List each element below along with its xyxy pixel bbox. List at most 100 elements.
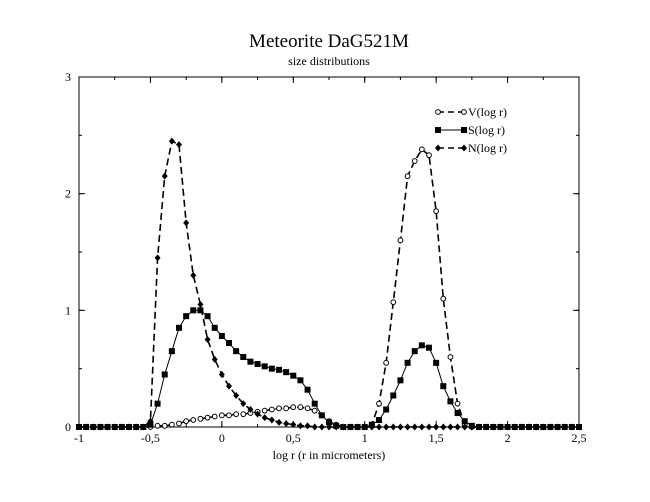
data-point — [540, 423, 547, 431]
data-point — [376, 417, 382, 423]
data-point — [447, 423, 454, 431]
data-point — [440, 423, 447, 431]
data-point — [240, 411, 247, 418]
data-point — [511, 423, 518, 431]
data-point — [104, 423, 111, 431]
data-point — [204, 313, 211, 320]
data-point — [318, 412, 325, 419]
x-axis-label: log r (r in micrometers) — [273, 448, 386, 462]
data-point — [497, 423, 504, 431]
data-point — [154, 254, 161, 262]
data-point — [426, 423, 432, 431]
x-tick-label: 0,5 — [286, 431, 301, 445]
data-point — [411, 348, 418, 355]
data-point — [261, 414, 268, 422]
data-point — [390, 392, 397, 399]
data-point — [411, 158, 418, 164]
data-point — [297, 422, 304, 430]
data-point — [90, 423, 97, 431]
x-tick-label: 2 — [505, 431, 511, 445]
data-point — [547, 423, 554, 431]
legend-label: V(log r) — [468, 105, 507, 119]
legend-marker — [461, 127, 467, 133]
x-tick-label: -1 — [74, 431, 84, 445]
data-point — [283, 405, 290, 412]
data-point — [326, 423, 332, 431]
x-tick-label: -0,5 — [141, 431, 160, 445]
legend-marker — [435, 127, 441, 133]
data-point — [376, 423, 382, 431]
data-point — [383, 359, 390, 366]
data-point — [311, 400, 318, 407]
data-point — [568, 423, 575, 431]
data-point — [276, 366, 282, 373]
data-point — [468, 423, 475, 431]
data-point — [454, 400, 461, 407]
legend: V(log r) S(log r) N(log r) — [435, 105, 507, 155]
data-point — [433, 359, 440, 366]
data-point — [140, 423, 147, 431]
data-point — [290, 404, 297, 411]
series-1 — [76, 307, 582, 430]
data-point — [404, 173, 411, 180]
chart-title: Meteorite DaG521M — [249, 31, 409, 52]
data-point — [218, 371, 225, 378]
data-point — [447, 398, 454, 405]
data-point — [383, 406, 390, 413]
data-point — [111, 423, 118, 431]
data-point — [133, 423, 140, 431]
data-point — [354, 423, 361, 431]
series-2 — [76, 137, 582, 431]
data-point — [190, 307, 197, 314]
data-point — [361, 423, 368, 431]
y-tick-label: 3 — [65, 70, 71, 84]
data-point — [447, 354, 454, 360]
data-point — [197, 307, 204, 314]
data-point — [261, 363, 268, 370]
data-point — [304, 422, 311, 430]
data-point — [418, 423, 425, 431]
data-point — [397, 377, 404, 384]
data-point — [461, 423, 468, 431]
data-point — [268, 406, 275, 413]
legend-marker — [461, 144, 467, 152]
data-point — [411, 423, 418, 431]
data-point — [204, 414, 211, 421]
data-point — [290, 421, 297, 429]
data-point — [433, 208, 440, 215]
data-point — [390, 423, 397, 431]
data-point — [397, 237, 404, 244]
data-point — [426, 344, 432, 351]
data-point — [376, 400, 382, 407]
data-point — [247, 406, 254, 413]
data-point — [254, 410, 261, 418]
data-point — [83, 423, 90, 431]
data-point — [211, 355, 218, 363]
data-point — [233, 392, 240, 399]
x-tick-label: 2,5 — [572, 431, 587, 445]
data-point — [240, 400, 247, 408]
data-point — [283, 369, 290, 376]
series-line — [79, 139, 579, 428]
data-point — [97, 423, 104, 431]
data-point — [197, 301, 204, 308]
x-tick-label: 0 — [219, 431, 225, 445]
data-point — [247, 358, 254, 365]
data-point — [318, 423, 325, 431]
legend-marker — [435, 109, 441, 115]
data-point — [183, 219, 190, 227]
data-point — [197, 415, 204, 422]
data-point — [161, 422, 168, 429]
data-point — [183, 313, 190, 320]
data-point — [311, 423, 318, 431]
data-point — [283, 420, 290, 427]
data-point — [290, 372, 297, 379]
data-point — [504, 423, 511, 431]
data-point — [404, 423, 411, 431]
data-point — [440, 383, 447, 390]
data-point — [404, 359, 411, 366]
legend-marker — [461, 109, 467, 115]
x-tick-label: 1,5 — [429, 431, 444, 445]
data-point — [433, 423, 440, 431]
